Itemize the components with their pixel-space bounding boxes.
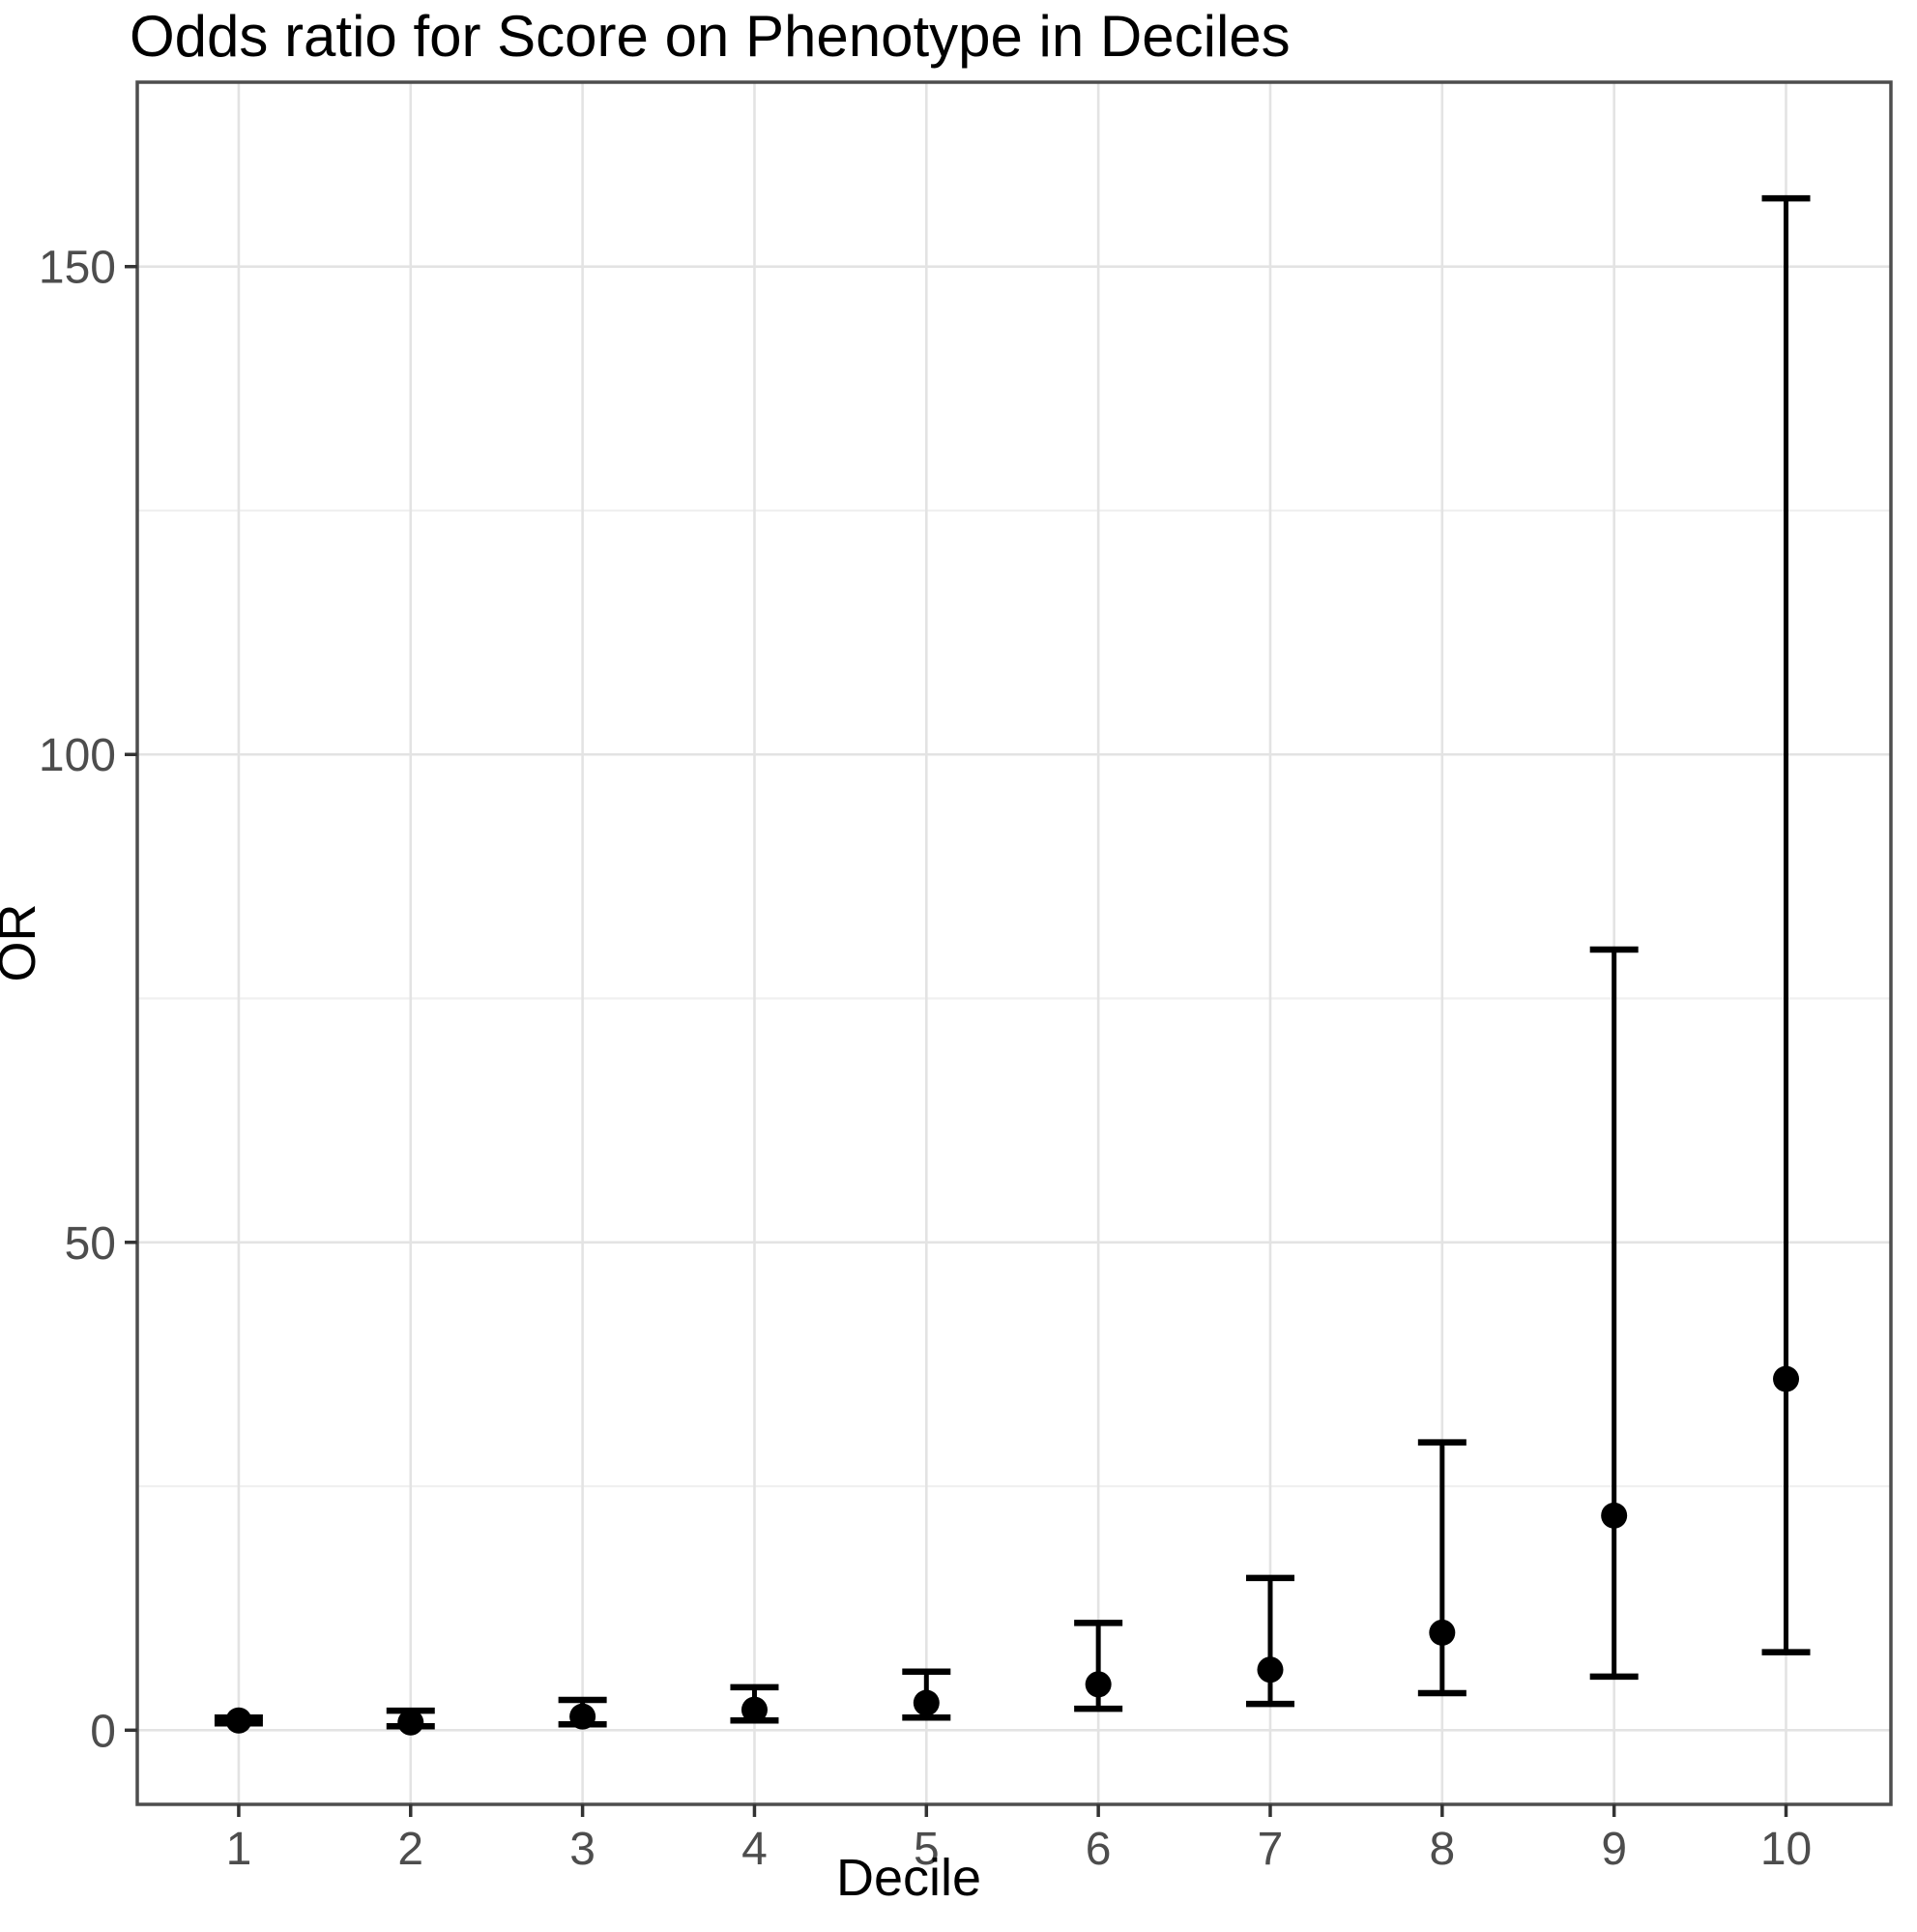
panel-border: [135, 80, 1893, 1806]
x-tick-label: 7: [1258, 1824, 1284, 1875]
plot-title: Odds ratio for Score on Phenotype in Dec…: [130, 4, 1291, 69]
errorbar-point-group: [902, 1668, 951, 1721]
or-point: [1773, 1365, 1800, 1392]
errorbar-point-group: [558, 1696, 607, 1730]
x-tick-label: 5: [914, 1824, 940, 1875]
or-point: [913, 1689, 940, 1716]
y-tick-label: 100: [39, 730, 116, 781]
errorbar-point-group: [1761, 194, 1811, 1655]
x-tick-label: 6: [1086, 1824, 1112, 1875]
x-tick-label: 4: [741, 1824, 768, 1875]
or-point: [741, 1696, 768, 1723]
or-point: [1601, 1502, 1628, 1529]
panel-border-layer: [135, 80, 1893, 1806]
x-tick-label: 2: [397, 1824, 423, 1875]
y-tick-label: 150: [39, 243, 116, 294]
x-tick-label: 8: [1429, 1824, 1455, 1875]
x-axis-title: Decile: [836, 1849, 981, 1907]
or-point: [225, 1707, 252, 1734]
errorbar-point-group: [386, 1707, 435, 1736]
errorbar-point-group: [1245, 1574, 1294, 1708]
or-point: [1257, 1656, 1284, 1683]
errorbar-point-group: [1589, 946, 1639, 1681]
y-tick-label: 50: [65, 1218, 116, 1270]
axis-ticks-layer: 0 50 100 150 1 2 3 4 5 6 7 8 9 10: [39, 243, 1812, 1875]
x-tick-label: 9: [1601, 1824, 1627, 1875]
or-point: [1429, 1619, 1456, 1646]
or-point: [569, 1703, 596, 1730]
errorbar-point-group: [214, 1707, 263, 1734]
data-layer: [214, 194, 1811, 1736]
y-tick-label: 0: [90, 1706, 116, 1757]
x-tick-label: 10: [1760, 1824, 1812, 1875]
y-axis-title: OR: [0, 904, 46, 982]
errorbar-point-group: [730, 1683, 779, 1724]
gridlines-layer: [137, 82, 1891, 1804]
errorbar-point-group: [1417, 1439, 1467, 1697]
or-point: [1085, 1671, 1112, 1698]
or-point: [397, 1709, 424, 1736]
x-tick-label: 1: [226, 1824, 252, 1875]
errorbar-point-group: [1074, 1620, 1123, 1712]
x-tick-label: 3: [569, 1824, 595, 1875]
